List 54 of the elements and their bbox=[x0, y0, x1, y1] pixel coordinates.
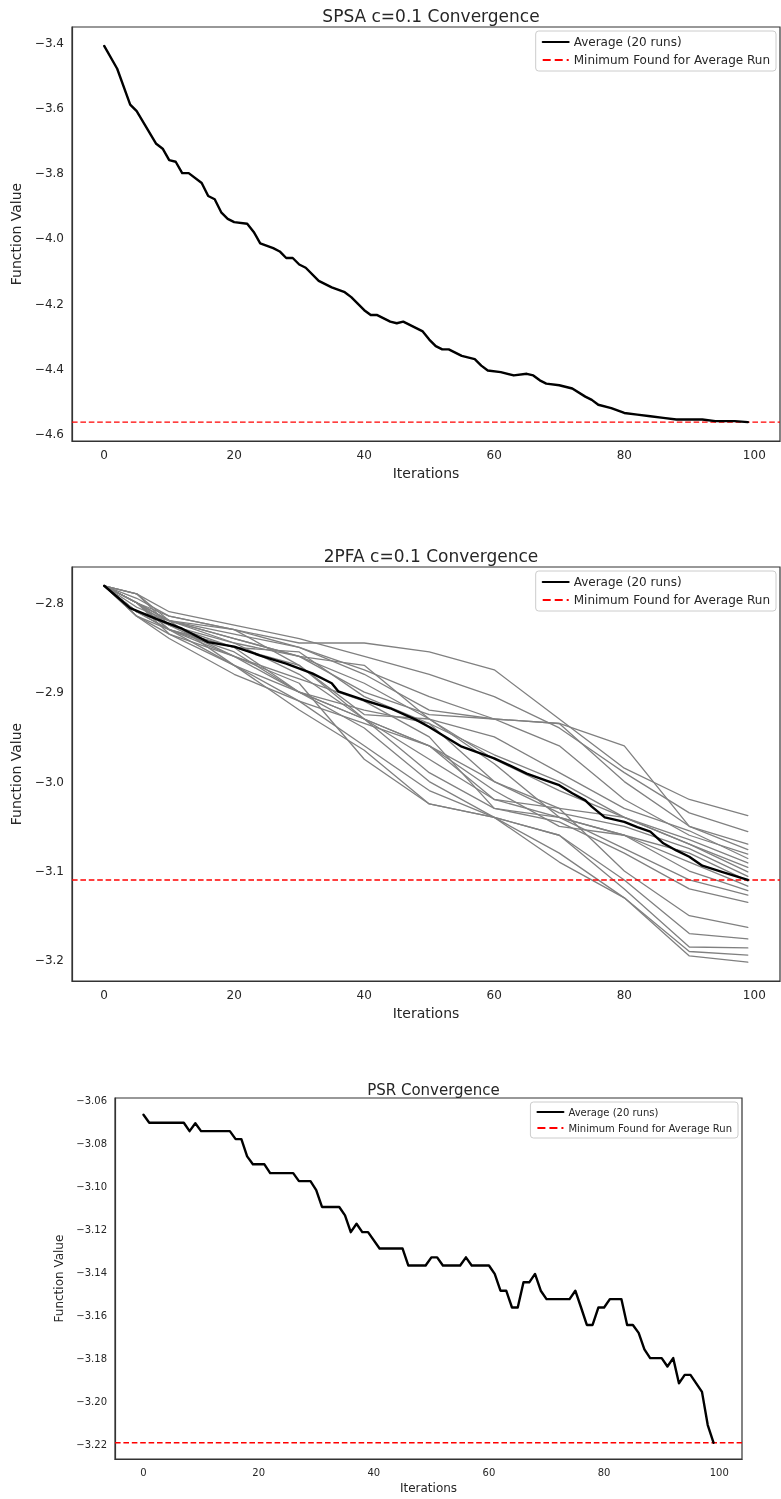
y-axis-title: Function Value bbox=[52, 1234, 67, 1323]
x-tick-label: 80 bbox=[597, 1466, 611, 1478]
y-tick-label: −4.0 bbox=[34, 231, 64, 246]
x-tick-label: 0 bbox=[140, 1466, 147, 1478]
y-tick-label: −4.2 bbox=[34, 296, 64, 311]
x-tick-label: 20 bbox=[226, 988, 242, 1002]
x-axis-title: Iterations bbox=[392, 464, 460, 481]
y-tick-label: −2.9 bbox=[34, 685, 64, 700]
x-tick-label: 60 bbox=[482, 1466, 496, 1478]
legend-label: Minimum Found for Average Run bbox=[573, 53, 771, 67]
y-tick-label: −3.14 bbox=[76, 1267, 107, 1279]
y-tick-label: −3.10 bbox=[76, 1181, 107, 1192]
y-tick-label: −3.2 bbox=[34, 953, 64, 968]
y-tick-label: −3.0 bbox=[34, 774, 64, 789]
x-tick-label: 0 bbox=[100, 988, 108, 1002]
y-tick-label: −4.4 bbox=[34, 361, 64, 376]
y-axis-title: Function Value bbox=[7, 722, 24, 826]
y-tick-label: −3.22 bbox=[76, 1439, 107, 1451]
y-tick-label: −3.18 bbox=[76, 1353, 107, 1365]
y-tick-label: −3.1 bbox=[34, 864, 64, 879]
x-tick-label: 80 bbox=[616, 988, 632, 1002]
y-tick-label: −3.08 bbox=[76, 1137, 107, 1149]
x-tick-label: 20 bbox=[226, 448, 242, 462]
x-tick-label: 60 bbox=[486, 448, 502, 462]
y-tick-label: −3.4 bbox=[34, 35, 64, 50]
legend-label: Minimum Found for Average Run bbox=[573, 593, 771, 607]
x-tick-label: 80 bbox=[616, 448, 632, 462]
x-tick-label: 40 bbox=[356, 448, 372, 462]
legend-label: Average (20 runs) bbox=[573, 35, 682, 49]
chart-title: 2PFA c=0.1 Convergence bbox=[323, 545, 539, 566]
x-tick-label: 100 bbox=[742, 988, 766, 1002]
y-tick-label: −3.06 bbox=[76, 1094, 107, 1106]
x-axis-title: Iterations bbox=[392, 1004, 460, 1021]
x-tick-label: 40 bbox=[367, 1466, 381, 1478]
chart-title: SPSA c=0.1 Convergence bbox=[322, 5, 540, 26]
y-tick-label: −3.12 bbox=[76, 1224, 107, 1236]
x-tick-label: 60 bbox=[486, 988, 502, 1002]
chart-title: PSR Convergence bbox=[367, 1080, 500, 1099]
y-tick-label: −2.8 bbox=[34, 595, 64, 610]
legend-label: Minimum Found for Average Run bbox=[568, 1122, 733, 1134]
y-tick-label: −4.6 bbox=[34, 427, 64, 442]
x-axis-title: Iterations bbox=[399, 1481, 458, 1495]
y-tick-label: −3.16 bbox=[76, 1310, 107, 1322]
y-axis-title: Function Value bbox=[7, 182, 24, 286]
x-tick-label: 20 bbox=[252, 1466, 266, 1478]
legend-label: Average (20 runs) bbox=[568, 1106, 659, 1118]
legend-label: Average (20 runs) bbox=[573, 575, 682, 589]
y-tick-label: −3.6 bbox=[34, 100, 64, 115]
y-tick-label: −3.8 bbox=[34, 166, 64, 181]
y-tick-label: −3.20 bbox=[76, 1396, 107, 1408]
x-tick-label: 100 bbox=[742, 448, 766, 462]
x-tick-label: 0 bbox=[100, 448, 108, 462]
x-tick-label: 40 bbox=[356, 988, 372, 1002]
x-tick-label: 100 bbox=[709, 1466, 729, 1478]
